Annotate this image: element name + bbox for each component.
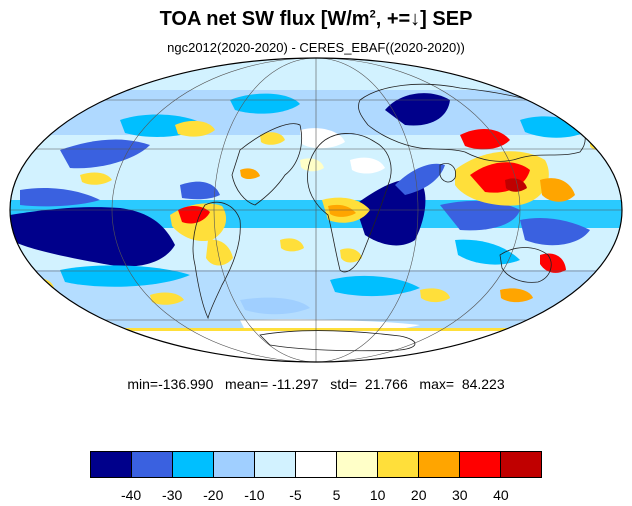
colorbar-box — [337, 452, 378, 477]
stat-max: 84.223 — [461, 376, 505, 392]
map-border — [9, 57, 623, 363]
coastlines — [192, 83, 586, 352]
map-title: TOA net SW flux [W/m2, +=↓] SEP — [159, 8, 473, 30]
colorbar-box — [173, 452, 214, 477]
colorbar-box — [296, 452, 337, 477]
stat-std: 21.766 — [364, 376, 408, 392]
colorbar-box — [132, 452, 173, 477]
colorbar-label: -5 — [289, 487, 302, 503]
graticule — [10, 58, 622, 362]
colorbar-label: 30 — [452, 487, 468, 503]
colorbar — [90, 451, 542, 478]
colorbar-box — [255, 452, 296, 477]
colorbar-label: -40 — [120, 487, 142, 503]
stat-min: -136.990 — [158, 376, 214, 392]
colorbar-label: -20 — [203, 487, 224, 503]
colorbar-box — [91, 452, 132, 477]
colorbar-label: 40 — [493, 487, 509, 503]
colorbar-label: 5 — [332, 487, 341, 503]
colorbar-box — [501, 452, 541, 477]
colorbar-box — [460, 452, 501, 477]
colorbar-label: 10 — [369, 487, 386, 503]
colorbar-label: 20 — [410, 487, 427, 503]
colorbar-label: -10 — [244, 487, 265, 503]
map-subtitle: ngc2012(2020-2020) - CERES_EBAF((2020-20… — [167, 40, 465, 55]
colorbar-box — [378, 452, 419, 477]
statistics-line: min=-136.990 mean= -11.297 std= 21.766 m… — [127, 376, 505, 392]
colorbar-box — [214, 452, 255, 477]
colorbar-label: -30 — [162, 487, 183, 503]
colorbar-box — [419, 452, 460, 477]
stat-mean: -11.297 — [272, 376, 319, 392]
